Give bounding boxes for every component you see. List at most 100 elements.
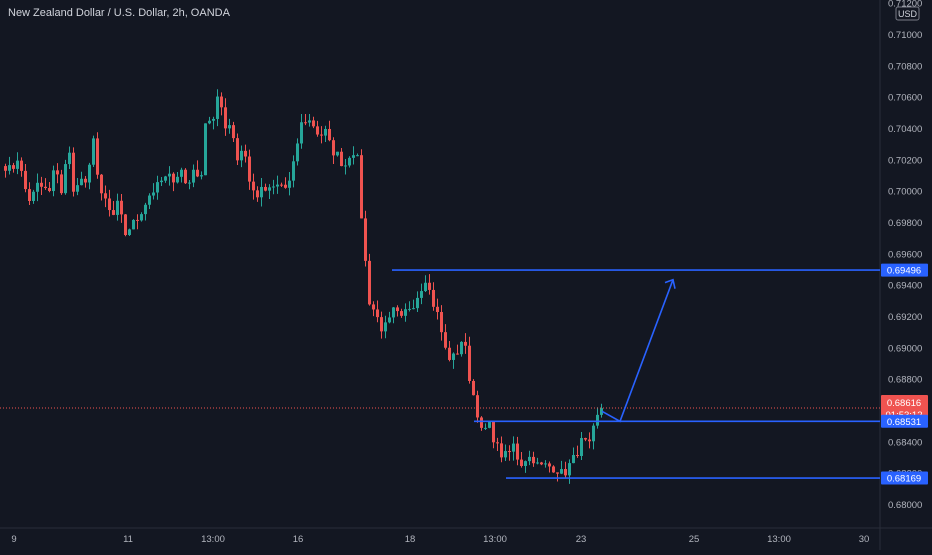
candle-body (436, 306, 439, 313)
candle-body (480, 417, 483, 428)
y-tick-label: 0.68400 (888, 437, 922, 448)
x-tick-label: 16 (293, 534, 304, 545)
candle-body (100, 174, 103, 194)
candle-body (92, 138, 95, 165)
candle-body (176, 176, 179, 183)
candle-body (124, 214, 127, 236)
candle-body (492, 421, 495, 443)
candles (4, 89, 603, 484)
candle-body (372, 304, 375, 310)
candle-body (276, 184, 279, 187)
candle-body (96, 138, 99, 175)
currency-badge[interactable]: USD (895, 6, 920, 21)
candle-body (180, 169, 183, 177)
candle-body (504, 451, 507, 458)
candle-body (528, 456, 531, 462)
candle-body (224, 107, 227, 129)
candle-body (588, 439, 591, 442)
candle-body (64, 164, 67, 194)
candle-body (356, 155, 359, 157)
x-tick-label: 23 (576, 534, 587, 545)
y-tick-label: 0.70000 (888, 187, 922, 198)
candle-body (284, 184, 287, 188)
candle-body (424, 282, 427, 292)
candle-body (80, 178, 83, 186)
candle-body (352, 155, 355, 158)
candle-body (308, 120, 311, 123)
candle-body (328, 128, 331, 141)
candle-body (584, 438, 587, 440)
candle-body (440, 312, 443, 333)
candle-body (144, 204, 147, 215)
candle-body (412, 308, 415, 310)
candle-body (68, 152, 71, 165)
candle-body (4, 166, 7, 171)
candle-body (300, 122, 303, 144)
level-tag-text: 0.68169 (887, 474, 921, 485)
candle-body (244, 150, 247, 157)
candle-body (120, 200, 123, 215)
candle-body (108, 198, 111, 211)
arrow-annotation[interactable] (601, 278, 676, 423)
candle-body (600, 408, 603, 415)
candle-body (228, 125, 231, 129)
candle-body (532, 456, 535, 464)
candle-body (24, 170, 27, 190)
candle-body (52, 170, 55, 192)
candle-body (564, 469, 567, 476)
candle-body (396, 307, 399, 312)
candle-body (420, 291, 423, 298)
x-tick-label: 9 (11, 534, 16, 545)
y-tick-label: 0.71000 (888, 30, 922, 41)
candle-body (448, 347, 451, 360)
candle-body (168, 173, 171, 177)
candle-body (376, 309, 379, 318)
candle-body (304, 122, 307, 124)
candle-body (32, 191, 35, 201)
x-tick-label: 13:00 (483, 534, 507, 545)
candle-body (256, 190, 259, 198)
current-price-tag-text: 0.68616 (887, 398, 921, 409)
candle-body (56, 170, 59, 175)
currency-label: USD (898, 9, 918, 19)
y-axis-ticks: 0.71200 0.71000 0.70800 0.70600 0.70400 0.702… (888, 0, 922, 511)
candle-body (16, 160, 19, 169)
level-tag-box (881, 414, 928, 428)
candle-body (72, 152, 75, 192)
x-axis-ticks: 9 11 13:00 16 18 13:00 23 25 13:00 30 (11, 534, 869, 545)
candle-body (348, 157, 351, 166)
candle-body (20, 160, 23, 171)
y-tick-label: 0.70400 (888, 124, 922, 135)
candle-body (184, 169, 187, 184)
candle-body (364, 218, 367, 261)
candle-body (132, 219, 135, 230)
candle-body (44, 186, 47, 189)
candle-body (164, 176, 167, 181)
candle-body (288, 180, 291, 188)
candle-body (536, 462, 539, 464)
candle-body (316, 126, 319, 135)
y-tick-label: 0.69000 (888, 343, 922, 354)
candle-body (360, 155, 363, 219)
candle-body (428, 282, 431, 290)
candle-body (464, 341, 467, 346)
candle-body (312, 120, 315, 127)
candle-body (152, 192, 155, 196)
candle-body (512, 443, 515, 452)
candle-body (216, 96, 219, 119)
candle-body (416, 297, 419, 309)
candle-body (204, 123, 207, 176)
candle-body (444, 332, 447, 348)
horizontal-levels (0, 269, 880, 479)
candle-body (384, 322, 387, 332)
candle-body (88, 164, 91, 183)
candle-body (60, 174, 63, 194)
candle-body (556, 472, 559, 474)
chart-title: New Zealand Dollar / U.S. Dollar, 2h, OA… (8, 7, 230, 19)
candle-body (344, 165, 347, 167)
y-tick-label: 0.69400 (888, 281, 922, 292)
candle-body (48, 188, 51, 192)
arrow-line (601, 279, 674, 423)
candle-body (552, 466, 555, 473)
